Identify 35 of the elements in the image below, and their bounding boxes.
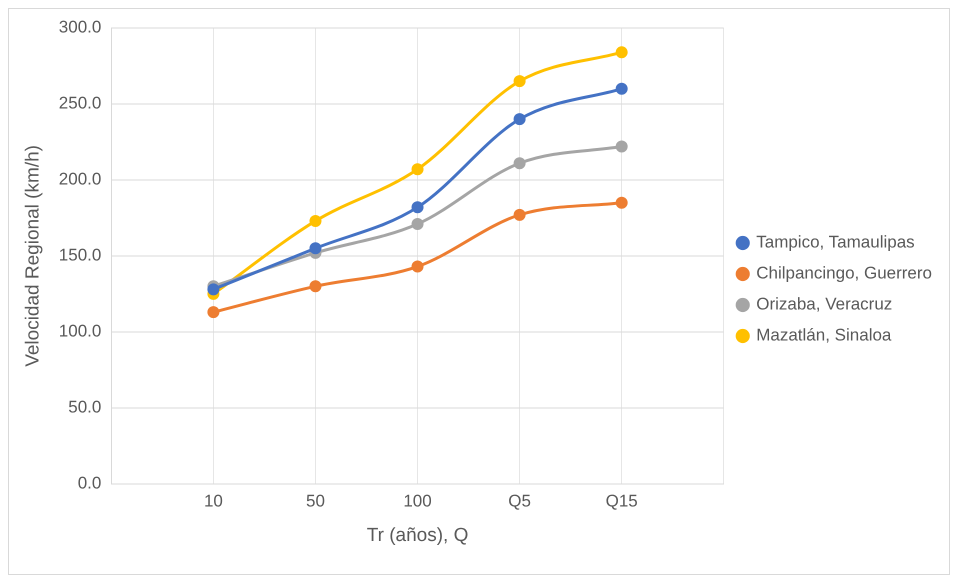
point xyxy=(412,218,424,230)
legend-label: Mazatlán, Sinaloa xyxy=(756,326,892,345)
x-tick-label: 50 xyxy=(306,492,325,511)
y-tick-label: 0.0 xyxy=(78,473,102,492)
point xyxy=(514,113,526,126)
point xyxy=(616,196,628,209)
point xyxy=(616,140,628,153)
x-tick-label: Q5 xyxy=(508,492,531,511)
point xyxy=(514,75,526,88)
y-tick-label: 100.0 xyxy=(58,322,102,341)
y-tick-label: 200.0 xyxy=(58,170,102,189)
y-tick-label: 250.0 xyxy=(58,94,102,113)
x-tick-label: 10 xyxy=(204,492,223,511)
y-tick-label: 50.0 xyxy=(68,398,102,417)
point xyxy=(412,163,424,176)
point xyxy=(616,46,628,58)
point xyxy=(412,260,424,273)
point xyxy=(309,214,322,227)
point xyxy=(412,201,424,214)
point xyxy=(207,306,220,318)
point xyxy=(207,283,220,296)
x-tick-label: 100 xyxy=(403,492,432,511)
y-tick-label: 300.0 xyxy=(58,18,102,37)
point xyxy=(514,208,526,221)
point xyxy=(616,82,628,95)
point xyxy=(309,242,322,254)
point xyxy=(514,157,526,170)
x-tick-label: Q15 xyxy=(606,492,638,511)
y-tick-label: 150.0 xyxy=(58,246,102,265)
legend-label: Chilpancingo, Guerrero xyxy=(756,264,932,283)
y-axis-title: Velocidad Regional (km/h) xyxy=(22,145,44,367)
x-axis-title: Tr (años), Q xyxy=(366,524,468,546)
legend-label: Tampico, Tamaulipas xyxy=(756,232,915,252)
legend-label: Orizaba, Veracruz xyxy=(756,294,892,314)
point xyxy=(309,280,322,292)
